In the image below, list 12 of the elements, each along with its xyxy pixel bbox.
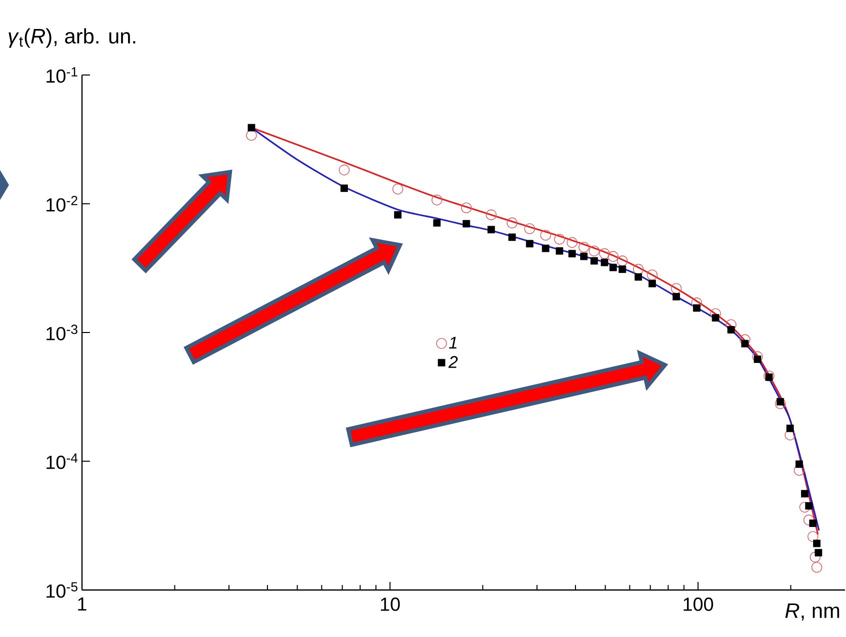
x-tick-label: 10 (380, 598, 400, 611)
x-tick-label: 1 (78, 598, 86, 611)
y-tick-label: 10$^{-2}$ (46, 196, 78, 212)
y-tick-label: 10$^{-3}$ (46, 324, 78, 340)
y-axis-title: γ$_{t}$(R), arb. un. (8, 28, 136, 48)
legend-label: 1 (448, 336, 457, 349)
y-tick-label: 10$^{-5}$ (46, 582, 78, 598)
y-tick-label: 10$^{-4}$ (46, 453, 78, 470)
x-tick-label: 100 (684, 598, 714, 611)
y-tick-label: 10$^{-1}$ (46, 67, 78, 83)
legend-label: 2 (448, 356, 458, 368)
x-axis-title: R, nm (785, 603, 840, 621)
